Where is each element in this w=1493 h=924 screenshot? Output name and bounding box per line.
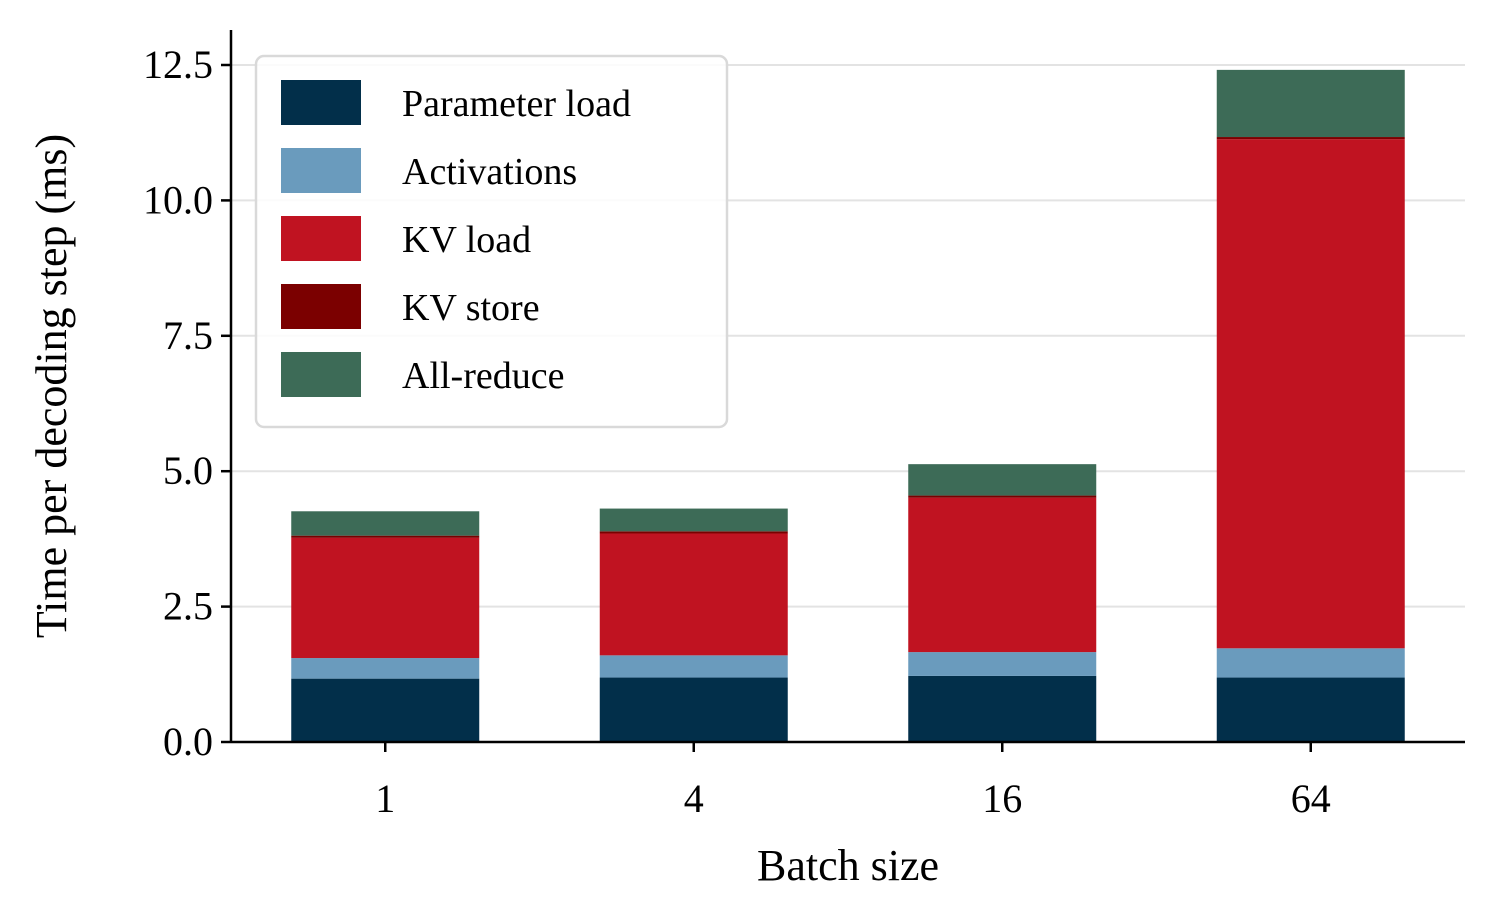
legend-swatch	[281, 352, 361, 397]
y-tick-label: 0.0	[163, 719, 213, 764]
bar-segment	[599, 533, 788, 656]
y-ticks: 0.0 2.5 5.0 7.5 10.0 12.5	[143, 42, 231, 764]
y-axis-label: Time per decoding step (ms)	[27, 134, 76, 638]
bar-segment	[291, 658, 480, 679]
bar-segment	[1216, 648, 1405, 678]
bar-segment	[291, 511, 480, 536]
bar-segment	[291, 535, 480, 538]
legend-label: Activations	[402, 151, 577, 193]
x-tick-label: 4	[684, 776, 704, 821]
legend-swatch	[281, 148, 361, 193]
bar-segment	[1216, 139, 1405, 649]
x-tick-label: 1	[375, 776, 395, 821]
bar-segment	[599, 508, 788, 532]
bar-segment	[599, 677, 788, 742]
bars	[291, 69, 1405, 742]
bar-segment	[908, 464, 1097, 496]
legend-label: KV store	[402, 287, 540, 329]
legend-label: KV load	[402, 219, 531, 261]
bar-segment	[599, 655, 788, 678]
legend-swatch	[281, 80, 361, 125]
legend-label: Parameter load	[402, 83, 631, 125]
x-tick-label: 16	[982, 776, 1022, 821]
bar-segment	[599, 531, 788, 534]
bar-segment	[1216, 69, 1405, 138]
legend-swatch	[281, 284, 361, 329]
bar-segment	[908, 497, 1097, 653]
y-tick-label: 2.5	[163, 584, 213, 629]
x-tick-label: 64	[1291, 776, 1331, 821]
y-tick-label: 7.5	[163, 313, 213, 358]
bar-segment	[1216, 677, 1405, 742]
y-tick-label: 5.0	[163, 448, 213, 493]
y-tick-label: 10.0	[143, 177, 213, 222]
bar-segment	[291, 537, 480, 659]
y-tick-label: 12.5	[143, 42, 213, 87]
legend: Parameter load Activations KV load KV store…	[254, 54, 729, 429]
legend-swatch	[281, 216, 361, 261]
bar-segment	[1216, 137, 1405, 140]
x-axis-label: Batch size	[757, 841, 939, 890]
axes	[229, 30, 1465, 744]
bar-segment	[908, 495, 1097, 498]
bar-segment	[291, 678, 480, 742]
bar-segment	[908, 675, 1097, 742]
legend-frame	[254, 54, 729, 429]
legend-label: All-reduce	[402, 355, 564, 397]
bar-segment	[908, 652, 1097, 676]
x-ticks: 1 4 16 64	[375, 742, 1331, 821]
